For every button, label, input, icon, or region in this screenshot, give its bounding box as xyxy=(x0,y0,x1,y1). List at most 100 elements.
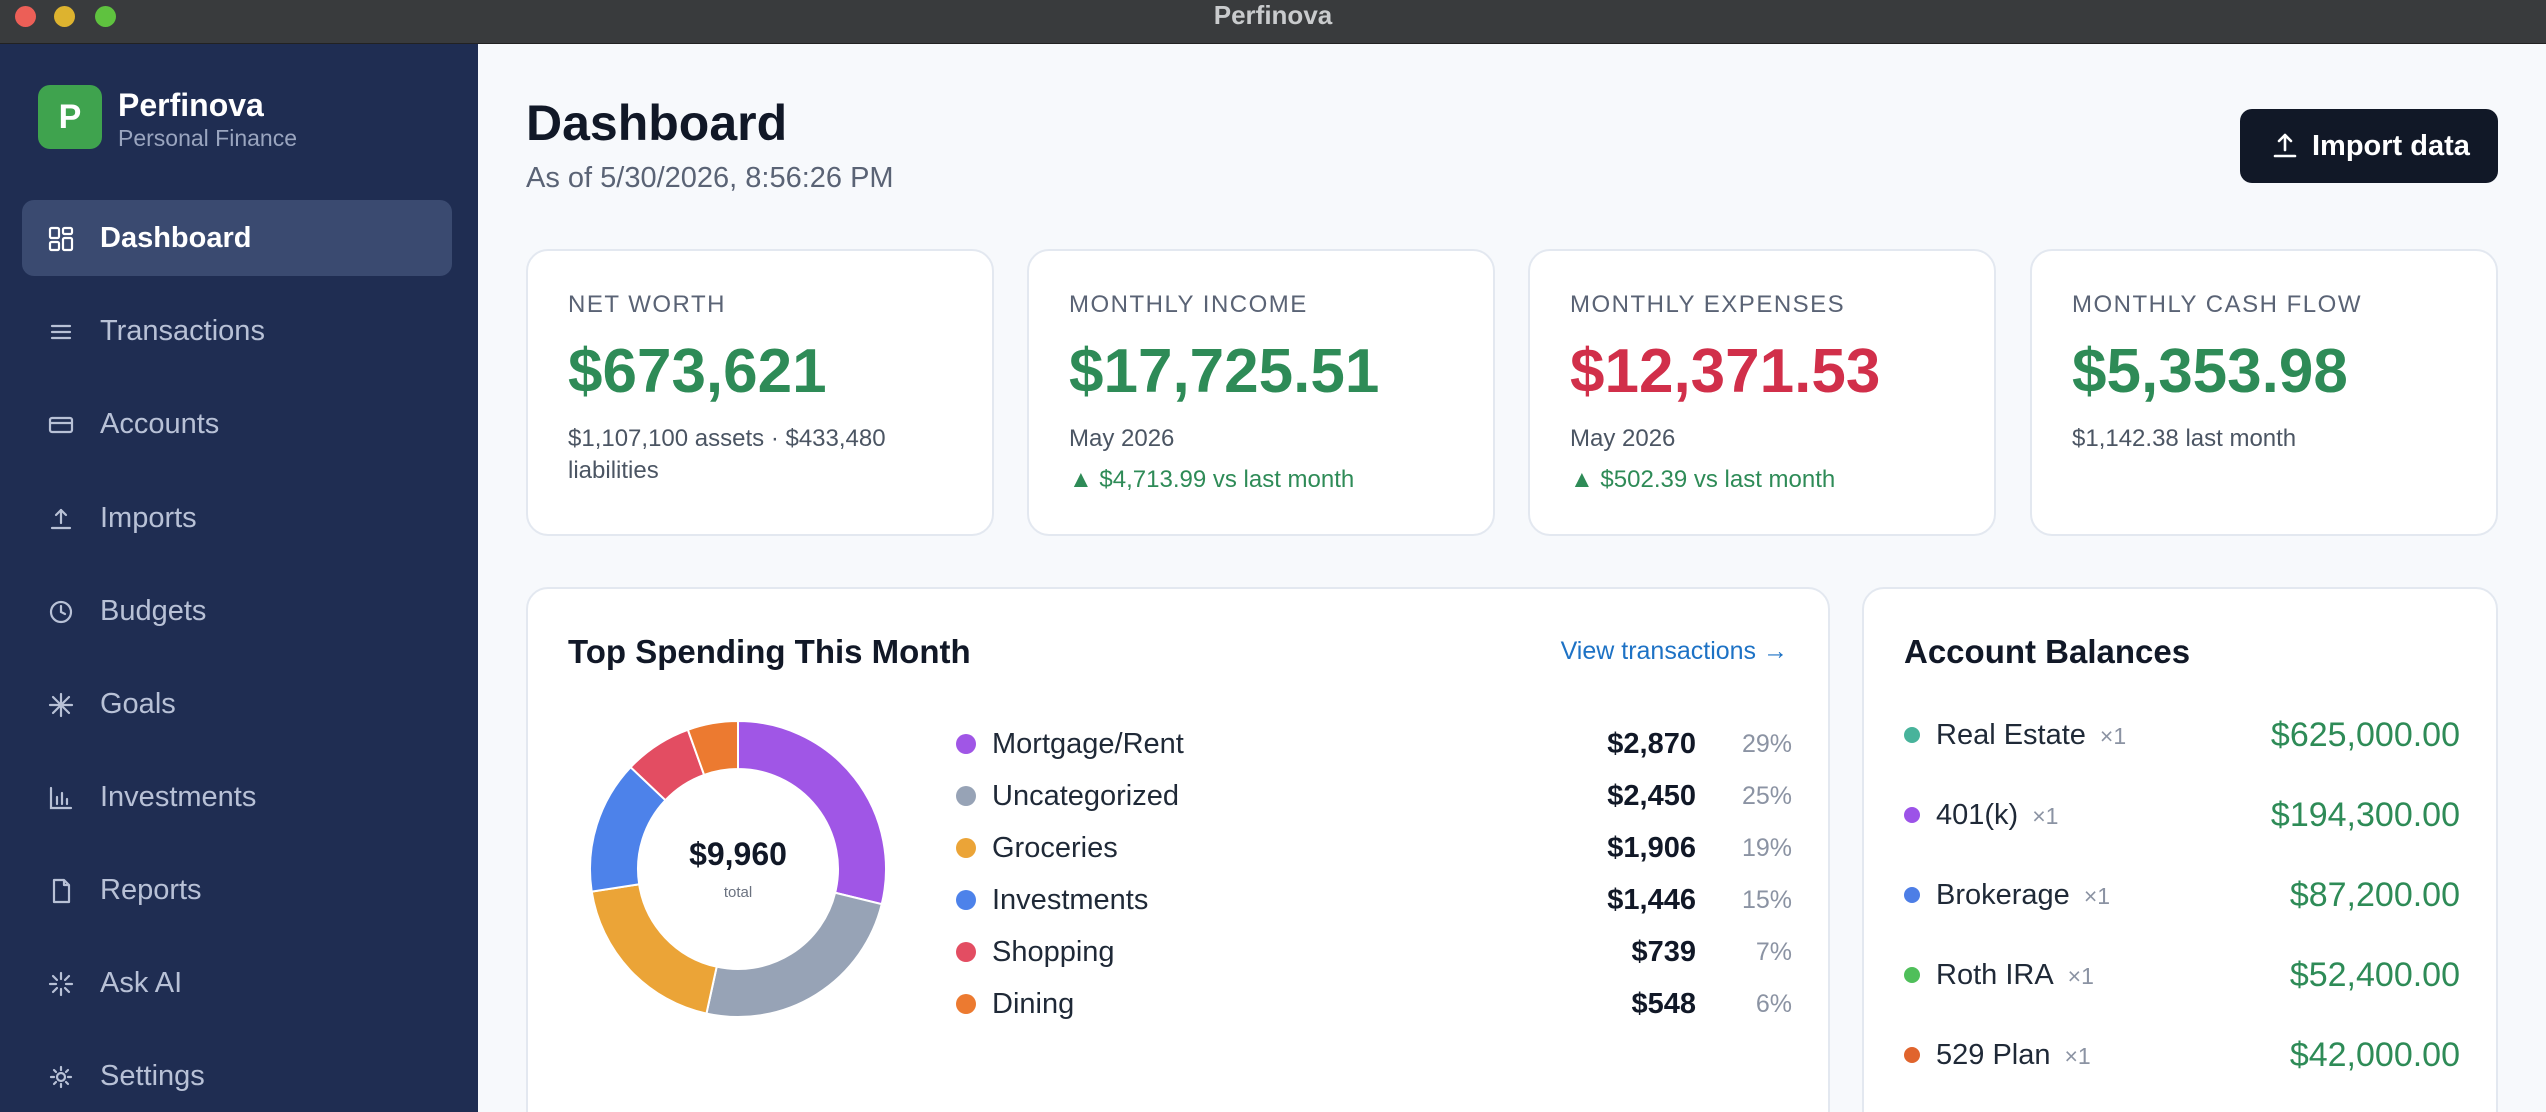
sidebar: P Perfinova Personal Finance Dashboard T… xyxy=(0,44,478,1112)
account-row[interactable]: Real Estate ×1 $625,000.00 xyxy=(1904,710,2460,760)
account-balance: $87,200.00 xyxy=(2289,876,2460,914)
card-icon xyxy=(48,412,74,438)
account-row[interactable]: 529 Plan ×1 $42,000.00 xyxy=(1904,1030,2460,1080)
bar-chart-icon xyxy=(48,785,74,811)
legend-name: Uncategorized xyxy=(992,780,1179,812)
account-balance: $52,400.00 xyxy=(2289,956,2460,994)
legend-amount: $1,906 xyxy=(1607,832,1696,864)
kpi-subtext: May 2026 xyxy=(1570,425,1676,452)
kpi-value: $5,353.98 xyxy=(2072,337,2348,406)
sidebar-item-label: Goals xyxy=(100,688,176,720)
legend-amount: $739 xyxy=(1631,936,1696,968)
sidebar-item-reports[interactable]: Reports xyxy=(22,852,452,928)
sidebar-item-accounts[interactable]: Accounts xyxy=(22,386,452,462)
window-minimize-button[interactable] xyxy=(54,6,75,27)
sidebar-item-label: Investments xyxy=(100,781,257,813)
gear-icon xyxy=(48,1064,74,1090)
sidebar-item-label: Budgets xyxy=(100,595,207,627)
legend-dot xyxy=(956,994,976,1014)
donut-segment-uncategorized[interactable] xyxy=(705,891,883,1018)
brand-name: Perfinova xyxy=(118,87,264,123)
account-dot xyxy=(1904,727,1920,743)
kpi-card-monthly-income: MONTHLY INCOME $17,725.51 May 2026 ▲ $4,… xyxy=(1027,249,1495,536)
sidebar-item-goals[interactable]: Goals xyxy=(22,666,452,742)
legend-row[interactable]: Investments $1,446 15% xyxy=(956,878,1792,922)
brand-subtitle: Personal Finance xyxy=(118,125,297,151)
kpi-delta: ▲ $4,713.99 vs last month xyxy=(1069,466,1355,493)
donut-segment-groceries[interactable] xyxy=(590,883,718,1015)
account-row[interactable]: 401(k) ×1 $194,300.00 xyxy=(1904,790,2460,840)
sidebar-item-imports[interactable]: Imports xyxy=(22,480,452,556)
clock-icon xyxy=(48,599,74,625)
sidebar-item-label: Ask AI xyxy=(100,967,183,999)
legend-dot xyxy=(956,734,976,754)
top-spending-card: Top Spending This Month View transaction… xyxy=(526,587,1830,1112)
account-dot xyxy=(1904,887,1920,903)
legend-row[interactable]: Dining $548 6% xyxy=(956,982,1792,1026)
kpi-label: NET WORTH xyxy=(568,291,726,318)
sidebar-item-settings[interactable]: Settings xyxy=(22,1038,452,1112)
card-title: Top Spending This Month xyxy=(568,633,971,670)
account-balance: $194,300.00 xyxy=(2270,796,2460,834)
legend-amount: $2,870 xyxy=(1607,728,1696,760)
window-titlebar: Perfinova xyxy=(0,0,2546,44)
kpi-card-monthly-cash-flow: MONTHLY CASH FLOW $5,353.98 $1,142.38 la… xyxy=(2030,249,2498,536)
donut-segment-dining[interactable] xyxy=(686,719,739,777)
sidebar-item-budgets[interactable]: Budgets xyxy=(22,573,452,649)
sidebar-item-label: Dashboard xyxy=(100,222,252,254)
sidebar-item-label: Reports xyxy=(100,874,202,906)
legend-dot xyxy=(956,890,976,910)
account-dot xyxy=(1904,807,1920,823)
grid-icon xyxy=(48,226,74,252)
account-dot xyxy=(1904,967,1920,983)
import-data-label: Import data xyxy=(2312,130,2470,162)
window-close-button[interactable] xyxy=(15,6,36,27)
kpi-label: MONTHLY INCOME xyxy=(1069,291,1308,318)
account-name-text: Brokerage xyxy=(1936,879,2070,911)
legend-row[interactable]: Mortgage/Rent $2,870 29% xyxy=(956,722,1792,766)
legend-row[interactable]: Shopping $739 7% xyxy=(956,930,1792,974)
document-icon xyxy=(48,878,74,904)
kpi-subtext: $1,107,100 assets · $433,480 liabilities xyxy=(568,425,886,484)
legend-row[interactable]: Groceries $1,906 19% xyxy=(956,826,1792,870)
sidebar-item-investments[interactable]: Investments xyxy=(22,759,452,835)
kpi-label: MONTHLY CASH FLOW xyxy=(2072,291,2362,318)
sidebar-item-ask-ai[interactable]: Ask AI xyxy=(22,945,452,1021)
legend-amount: $548 xyxy=(1631,988,1696,1020)
donut-total: $9,960 xyxy=(689,836,787,872)
legend-dot xyxy=(956,786,976,806)
account-row[interactable]: Roth IRA ×1 $52,400.00 xyxy=(1904,950,2460,1000)
card-title: Account Balances xyxy=(1904,633,2191,670)
window-maximize-button[interactable] xyxy=(95,6,116,27)
sidebar-item-label: Accounts xyxy=(100,408,220,440)
legend-name: Mortgage/Rent xyxy=(992,728,1184,760)
kpi-delta: ▲ $502.39 vs last month xyxy=(1570,466,1836,493)
import-data-button[interactable]: Import data xyxy=(2240,109,2498,183)
account-dot xyxy=(1904,1047,1920,1063)
sidebar-item-transactions[interactable]: Transactions xyxy=(22,293,452,369)
account-name-text: 529 Plan xyxy=(1936,1039,2051,1071)
account-count: ×1 xyxy=(2067,963,2094,989)
window-title: Perfinova xyxy=(1213,0,1333,30)
account-name: Real Estate ×1 xyxy=(1936,710,2126,761)
legend-name: Dining xyxy=(992,988,1075,1020)
view-transactions-link[interactable]: View transactions → xyxy=(1560,637,1788,665)
donut-segment-mortgage-rent[interactable] xyxy=(737,719,887,906)
account-name-text: Real Estate xyxy=(1936,719,2086,751)
legend-name: Groceries xyxy=(992,832,1118,864)
sidebar-item-dashboard[interactable]: Dashboard xyxy=(22,200,452,276)
legend-row[interactable]: Uncategorized $2,450 25% xyxy=(956,774,1792,818)
account-count: ×1 xyxy=(2032,803,2059,829)
legend-percent: 19% xyxy=(1741,834,1792,862)
legend-percent: 25% xyxy=(1741,782,1792,810)
kpi-value: $673,621 xyxy=(568,337,827,406)
legend-amount: $2,450 xyxy=(1607,780,1696,812)
donut-caption: total xyxy=(724,884,752,901)
account-row[interactable]: Brokerage ×1 $87,200.00 xyxy=(1904,870,2460,920)
legend-dot xyxy=(956,942,976,962)
legend-percent: 7% xyxy=(1755,938,1792,966)
legend-name: Shopping xyxy=(992,936,1115,968)
account-name-text: Roth IRA xyxy=(1936,959,2054,991)
legend-percent: 6% xyxy=(1755,990,1792,1018)
legend-percent: 15% xyxy=(1741,886,1792,914)
